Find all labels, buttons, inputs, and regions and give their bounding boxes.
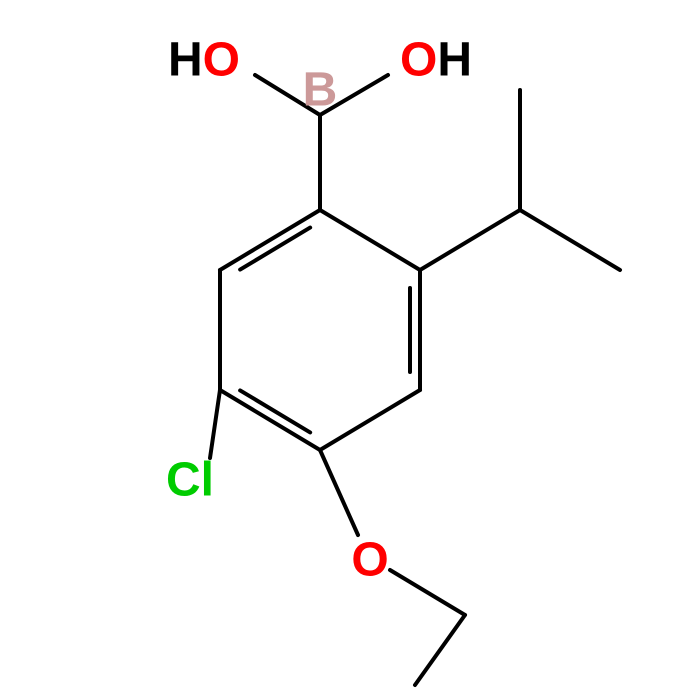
atom-O: O <box>351 533 388 588</box>
bond-line <box>240 390 310 432</box>
bond-line <box>420 210 520 270</box>
atom-OH2: OH <box>400 33 472 88</box>
bond-line <box>220 390 320 450</box>
bond-line <box>520 210 620 270</box>
atom-B: B <box>303 63 338 118</box>
bond-line <box>415 615 465 685</box>
bond-line <box>220 210 320 270</box>
atom-Cl: Cl <box>166 453 214 508</box>
bond-line <box>390 570 465 615</box>
bond-line <box>240 228 310 270</box>
molecule-canvas <box>0 0 700 700</box>
bond-line <box>320 450 358 535</box>
atom-OH1: HO <box>168 33 240 88</box>
bond-line <box>210 390 220 458</box>
bond-line <box>320 210 420 270</box>
bond-line <box>320 390 420 450</box>
